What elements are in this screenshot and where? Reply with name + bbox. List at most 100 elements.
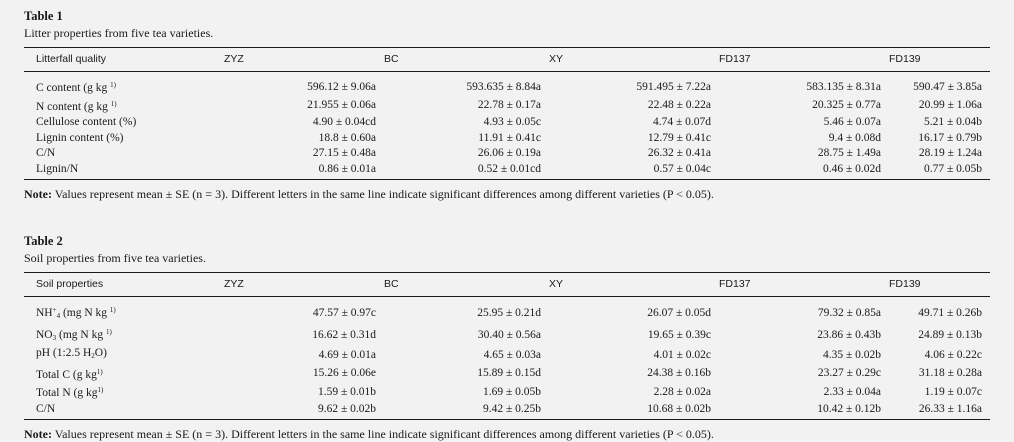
subscript: 4 <box>56 312 61 320</box>
table-row: Total N (g kg1) 1.59 ± 0.01b 1.69 ± 0.05b 2… <box>24 383 990 402</box>
row-label: Total C (g kg1) <box>24 365 224 384</box>
unit-exponent: 1) <box>110 99 117 108</box>
table-cell: 25.95 ± 0.21d <box>477 307 541 319</box>
table-cell: 26.06 ± 0.19a <box>477 147 541 159</box>
table-row: pH (1:2.5 H2O) 4.69 ± 0.01a 4.65 ± 0.03a 4.… <box>24 346 990 365</box>
table-cell: 4.35 ± 0.02b <box>822 348 881 361</box>
table-cell: 9.62 ± 0.02b <box>224 401 384 420</box>
table-2-header-col: BC <box>384 272 549 297</box>
table-cell: 19.65 ± 0.39c <box>647 328 711 341</box>
row-label-text-2: (mg N kg <box>56 328 104 341</box>
note-label: Note: <box>24 187 52 201</box>
table-cell: 11.91 ± 0.41c <box>478 131 541 144</box>
row-label-text-2: O) <box>94 347 107 359</box>
table-cell: 20.325 ± 0.77a <box>812 99 881 111</box>
table-2-note: Note: Values represent mean ± SE (n = 3)… <box>24 426 990 442</box>
table-cell: 4.90 ± 0.04cd <box>312 116 376 128</box>
table-cell: 28.75 ± 1.49a <box>817 147 881 159</box>
subscript: 2 <box>91 352 95 360</box>
row-label-text: N content (g kg <box>36 100 108 113</box>
table-1-header-row: Litterfall quality ZYZ BC XY FD137 FD139 <box>24 47 990 72</box>
row-label-text: Total N (g kg <box>36 387 98 399</box>
table-1-header-col: FD139 <box>889 47 990 72</box>
table-row: Cellulose content (%) 4.90 ± 0.04cd 4.93 ±… <box>24 115 990 131</box>
table-cell: 18.8 ± 0.60a <box>318 131 376 144</box>
table-row: C content (g kg 1) 596.12 ± 9.06a 593.635 … <box>24 72 990 97</box>
row-label: NO3 (mg N kg 1) <box>24 325 224 347</box>
table-row: C/N 27.15 ± 0.48a 26.06 ± 0.19a 26.32 ± 0.4… <box>24 146 990 162</box>
table-1-header-col: XY <box>549 47 719 72</box>
row-label-text: pH (1:2.5 H <box>36 347 92 359</box>
row-label: N content (g kg 1) <box>24 97 224 116</box>
table-1: Litterfall quality ZYZ BC XY FD137 FD139… <box>24 47 990 180</box>
table-cell: 1.69 ± 0.05b <box>482 385 541 398</box>
table-2-label: Table 2 <box>24 234 63 248</box>
table-cell: 27.15 ± 0.48a <box>312 147 376 159</box>
table-1-header-col: FD137 <box>719 47 889 72</box>
table-cell: 2.33 ± 0.04a <box>823 385 881 398</box>
table-2-header-col: ZYZ <box>224 272 384 297</box>
table-cell: 47.57 ± 0.97c <box>312 307 376 319</box>
row-label: Lignin content (%) <box>24 131 224 147</box>
table-cell: 4.74 ± 0.07d <box>652 116 711 128</box>
table-cell: 20.99 ± 1.06a <box>918 99 982 111</box>
table-1-label: Table 1 <box>24 9 63 23</box>
table-1-header-col: BC <box>384 47 549 72</box>
table-cell: 1.59 ± 0.01b <box>317 385 376 398</box>
subscript: 3 <box>52 333 57 342</box>
table-cell: 16.62 ± 0.31d <box>312 328 376 341</box>
table-cell: 22.48 ± 0.22a <box>647 99 711 111</box>
table-cell: 5.46 ± 0.07a <box>823 116 881 128</box>
table-cell: 79.32 ± 0.85a <box>817 307 881 319</box>
table-cell: 22.78 ± 0.17a <box>477 99 541 111</box>
superscript: 1) <box>97 386 104 394</box>
table-cell: 21.955 ± 0.06a <box>307 99 376 111</box>
table-2-caption: Soil properties from five tea varieties. <box>24 251 206 265</box>
table-cell: 1.19 ± 0.07c <box>924 385 982 398</box>
table-cell: 49.71 ± 0.26b <box>918 307 982 319</box>
table-cell: 591.495 ± 7.22a <box>636 80 711 93</box>
row-label: pH (1:2.5 H2O) <box>24 346 224 365</box>
table-cell: 15.89 ± 0.15d <box>477 367 541 379</box>
superscript: 1) <box>96 367 103 376</box>
table-row: NH+4 (mg N kg 1) 47.57 ± 0.97c 25.95 ± 0.2… <box>24 297 990 325</box>
table-cell: 0.57 ± 0.04c <box>549 161 719 180</box>
table-cell: 10.68 ± 0.02b <box>549 401 719 420</box>
table-row: C/N 9.62 ± 0.02b 9.42 ± 0.25b 10.68 ± 0.02b… <box>24 401 990 420</box>
table-cell: 0.77 ± 0.05b <box>889 161 990 180</box>
table-2-header-col: FD139 <box>889 272 990 297</box>
table-cell: 9.42 ± 0.25b <box>384 401 549 420</box>
row-label-text: Lignin content (%) <box>36 131 124 144</box>
table-cell: 4.01 ± 0.02c <box>653 348 711 361</box>
table-row: Total C (g kg1) 15.26 ± 0.06e 15.89 ± 0.15… <box>24 365 990 384</box>
table-cell: 26.33 ± 1.16a <box>889 401 990 420</box>
table-cell: 23.86 ± 0.43b <box>817 328 881 341</box>
note-text: Values represent mean ± SE (n = 3). Diff… <box>51 187 714 201</box>
table-cell: 4.65 ± 0.03a <box>483 348 541 361</box>
table-cell: 2.28 ± 0.02a <box>653 385 711 398</box>
unit-exponent: 1) <box>105 327 112 336</box>
table-2-block: Table 2 Soil properties from five tea va… <box>24 233 990 442</box>
row-label: Lignin/N <box>24 161 224 180</box>
row-label-text: Total C (g kg <box>36 368 97 381</box>
note-text: Values represent mean ± SE (n = 3). Diff… <box>51 427 714 441</box>
table-cell: 15.26 ± 0.06e <box>312 367 376 379</box>
table-row: Lignin/N 0.86 ± 0.01a 0.52 ± 0.01cd 0.57 ± … <box>24 161 990 180</box>
table-2-header-row: Soil properties ZYZ BC XY FD137 FD139 <box>24 272 990 297</box>
table-cell: 24.38 ± 0.16b <box>647 367 711 379</box>
table-1-block: Table 1 Litter properties from five tea … <box>24 8 990 202</box>
note-label: Note: <box>24 427 52 441</box>
row-label-text: C/N <box>36 402 56 415</box>
row-label-text: Lignin/N <box>36 162 79 175</box>
table-cell: 583.135 ± 8.31a <box>806 80 881 93</box>
table-cell: 4.69 ± 0.01a <box>318 348 376 361</box>
table-cell: 0.46 ± 0.02d <box>719 161 889 180</box>
row-label-text: NO <box>36 328 53 341</box>
table-cell: 31.18 ± 0.28a <box>918 367 982 379</box>
table-cell: 0.86 ± 0.01a <box>224 161 384 180</box>
row-label: C/N <box>24 401 224 420</box>
table-2-header-col: FD137 <box>719 272 889 297</box>
table-row: N content (g kg 1) 21.955 ± 0.06a 22.78 ± … <box>24 97 990 116</box>
row-label: Cellulose content (%) <box>24 115 224 131</box>
